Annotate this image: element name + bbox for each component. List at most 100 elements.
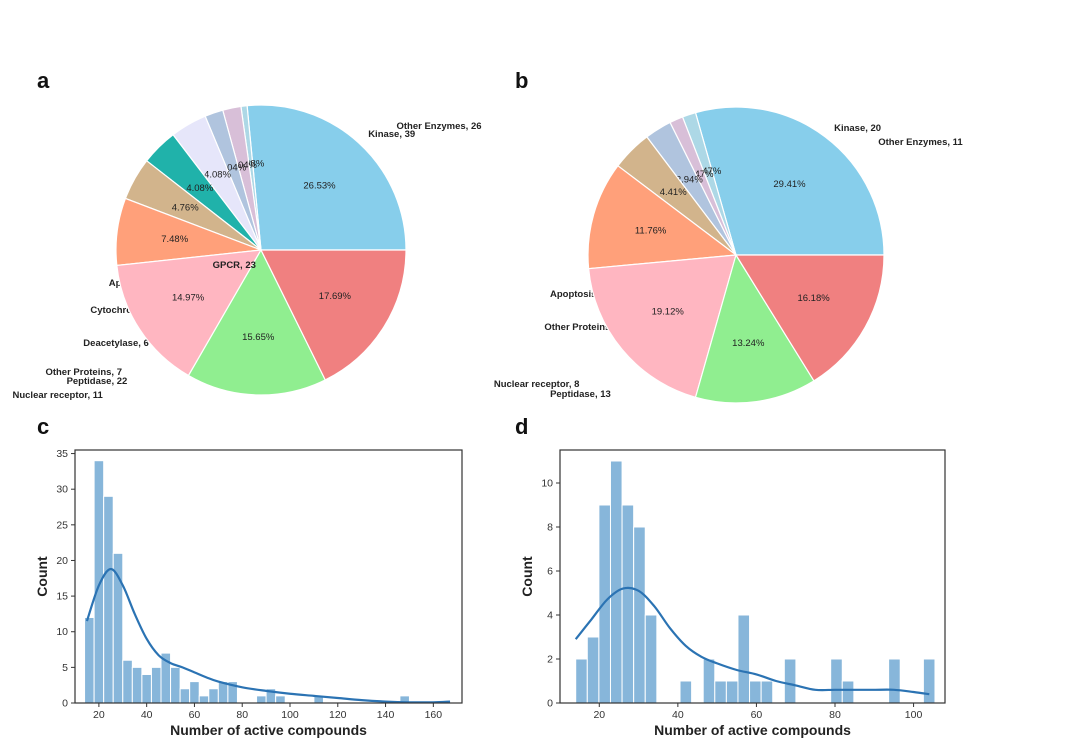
pie-pct-a-gpcr: 15.65% bbox=[242, 332, 275, 343]
pie-pct-a-kinase: 26.53% bbox=[303, 181, 336, 192]
plot-frame-d bbox=[559, 449, 946, 704]
histogram-bar-d bbox=[633, 526, 646, 704]
histogram-bar-d bbox=[609, 460, 623, 704]
x-tick-label-d: 80 bbox=[829, 709, 841, 721]
histogram-bar-d bbox=[749, 680, 762, 704]
histogram-bar-c bbox=[256, 695, 267, 704]
y-tick-label-d: 6 bbox=[547, 566, 553, 578]
y-tick-label-c: 35 bbox=[56, 448, 68, 460]
pie-label-a-peptidase: Peptidase, 22 bbox=[67, 376, 128, 387]
pie-slice-a-gpcr bbox=[187, 248, 327, 396]
pie-pct-a-nuclear-receptor: 7.48% bbox=[161, 234, 188, 245]
histogram-bar-d bbox=[725, 680, 739, 704]
pie-pct-b-kinase: 29.41% bbox=[773, 179, 806, 190]
pie-pct-b-nuclear-receptor: 11.76% bbox=[635, 226, 667, 237]
pie-slice-b-gpcr bbox=[694, 253, 815, 404]
histogram-bar-c bbox=[150, 666, 162, 704]
y-tick-label-d: 2 bbox=[547, 654, 553, 666]
histogram-bar-d bbox=[841, 680, 855, 704]
histogram-bar-c bbox=[275, 695, 286, 704]
histogram-bar-c bbox=[122, 659, 133, 704]
histogram-c: 20 40 60 80 100 120 140 160 0 5 10 15 20 25 30 35 Number… bbox=[34, 448, 463, 738]
pie-label-b-peptidase: Peptidase, 13 bbox=[550, 389, 611, 400]
y-tick-label-c: 5 bbox=[62, 662, 68, 674]
histogram-bar-c bbox=[179, 688, 191, 704]
pie-slice-a-kinase bbox=[246, 104, 407, 251]
pie-pct-a-cytochrome-p450: 4.08% bbox=[204, 170, 231, 181]
plot-frame-c bbox=[74, 449, 463, 704]
pie-label-b-other-proteins: Other Proteins, 3 bbox=[544, 322, 621, 333]
histogram-bar-d bbox=[922, 658, 936, 704]
histogram-bar-d bbox=[702, 658, 716, 704]
y-axis-title-d: Count bbox=[519, 556, 535, 597]
pie-slice-b-kinase bbox=[694, 106, 885, 256]
x-tick-label-c: 80 bbox=[236, 709, 248, 721]
pie-pct-b-peptidase: 19.12% bbox=[652, 307, 685, 318]
x-tick-label-c: 60 bbox=[189, 709, 201, 721]
x-tick-label-c: 120 bbox=[329, 709, 347, 721]
pie-pct-b-gpcr: 13.24% bbox=[732, 338, 765, 349]
pie-pct-a-deacetylase: 4.08% bbox=[186, 183, 213, 194]
x-tick-label-d: 100 bbox=[905, 709, 923, 721]
histogram-bar-d bbox=[783, 658, 797, 704]
pie-slice-b-nuclear-receptor bbox=[587, 164, 738, 270]
x-tick-label-c: 100 bbox=[281, 709, 299, 721]
x-tick-label-d: 40 bbox=[672, 709, 684, 721]
histogram-bar-d bbox=[575, 658, 588, 704]
pie-label-b-nuclear-receptor: Nuclear receptor, 8 bbox=[494, 379, 580, 390]
histogram-bar-c bbox=[198, 695, 210, 704]
pie-slice-b-other-enzymes bbox=[734, 254, 885, 382]
x-tick-label-c: 160 bbox=[425, 709, 443, 721]
pie-label-a-gpcr: GPCR, 23 bbox=[213, 260, 256, 271]
y-axis-title-c: Count bbox=[34, 556, 50, 597]
panel-letter-d: d bbox=[515, 414, 528, 439]
y-tick-label-c: 30 bbox=[56, 484, 68, 496]
pie-pct-a-ion-channel: 0.68% bbox=[237, 159, 264, 170]
pie-pct-a-peptidase: 14.97% bbox=[172, 293, 205, 304]
histogram-bar-d bbox=[679, 680, 693, 704]
x-tick-label-d: 60 bbox=[751, 709, 763, 721]
pie-slice-a-other-enzymes bbox=[260, 249, 407, 381]
y-tick-label-c: 15 bbox=[56, 591, 68, 603]
histogram-bar-c bbox=[93, 460, 105, 704]
histogram-bar-d bbox=[737, 614, 751, 704]
pie-label-a-deacetylase: Deacetylase, 6 bbox=[83, 338, 149, 349]
x-axis-title-c: Number of active compounds bbox=[170, 722, 367, 738]
histogram-bar-c bbox=[131, 666, 143, 704]
pie-label-a-other-proteins: Other Proteins, 7 bbox=[45, 367, 122, 378]
pie-pct-b-oxidase: 1.47% bbox=[687, 169, 714, 180]
y-tick-label-d: 8 bbox=[547, 522, 553, 534]
histogram-bar-c bbox=[170, 666, 181, 704]
pie-pct-b-other-enzymes: 16.18% bbox=[797, 293, 830, 304]
panel-letter-b: b bbox=[515, 68, 528, 93]
pie-pct-b-other-proteins: 4.41% bbox=[660, 187, 687, 198]
histogram-bar-d bbox=[586, 636, 600, 704]
histogram-bar-d bbox=[598, 504, 611, 704]
pie-pct-a-other-enzymes: 17.69% bbox=[319, 291, 352, 302]
pie-label-a-nuclear-receptor: Nuclear receptor, 11 bbox=[12, 390, 103, 401]
x-tick-label-c: 40 bbox=[141, 709, 153, 721]
panel-letter-a: a bbox=[37, 68, 50, 93]
histogram-bar-d bbox=[621, 504, 635, 704]
pie-label-a-other-enzymes: Other Enzymes, 26 bbox=[397, 121, 482, 132]
histogram-bar-d bbox=[760, 680, 774, 704]
x-axis-title-d: Number of active compounds bbox=[654, 722, 851, 738]
histogram-bar-c bbox=[103, 495, 114, 704]
panel-letter-c: c bbox=[37, 414, 49, 439]
histogram-bar-c bbox=[84, 616, 95, 704]
pie-chart-b: 29.41%Kinase, 201.47%Ion Channel, 11.47%… bbox=[494, 106, 963, 404]
y-tick-label-d: 10 bbox=[541, 478, 553, 490]
x-tick-label-c: 20 bbox=[93, 709, 105, 721]
histogram-bar-d bbox=[644, 614, 658, 704]
histogram-bar-d bbox=[888, 658, 901, 704]
y-tick-label-d: 0 bbox=[547, 698, 553, 710]
pie-pct-a-apoptosis-regulator: 2.04% bbox=[219, 163, 246, 174]
y-tick-label-d: 4 bbox=[547, 610, 553, 622]
y-tick-label-c: 20 bbox=[56, 555, 68, 567]
pie-pct-b-ion-channel: 1.47% bbox=[694, 166, 721, 177]
histogram-d: 20 40 60 80 100 0 2 4 6 8 10 Number of active compo… bbox=[519, 449, 946, 738]
histogram-bar-c bbox=[189, 681, 200, 704]
histogram-bar-d bbox=[714, 680, 727, 704]
kde-curve-d bbox=[574, 586, 930, 696]
